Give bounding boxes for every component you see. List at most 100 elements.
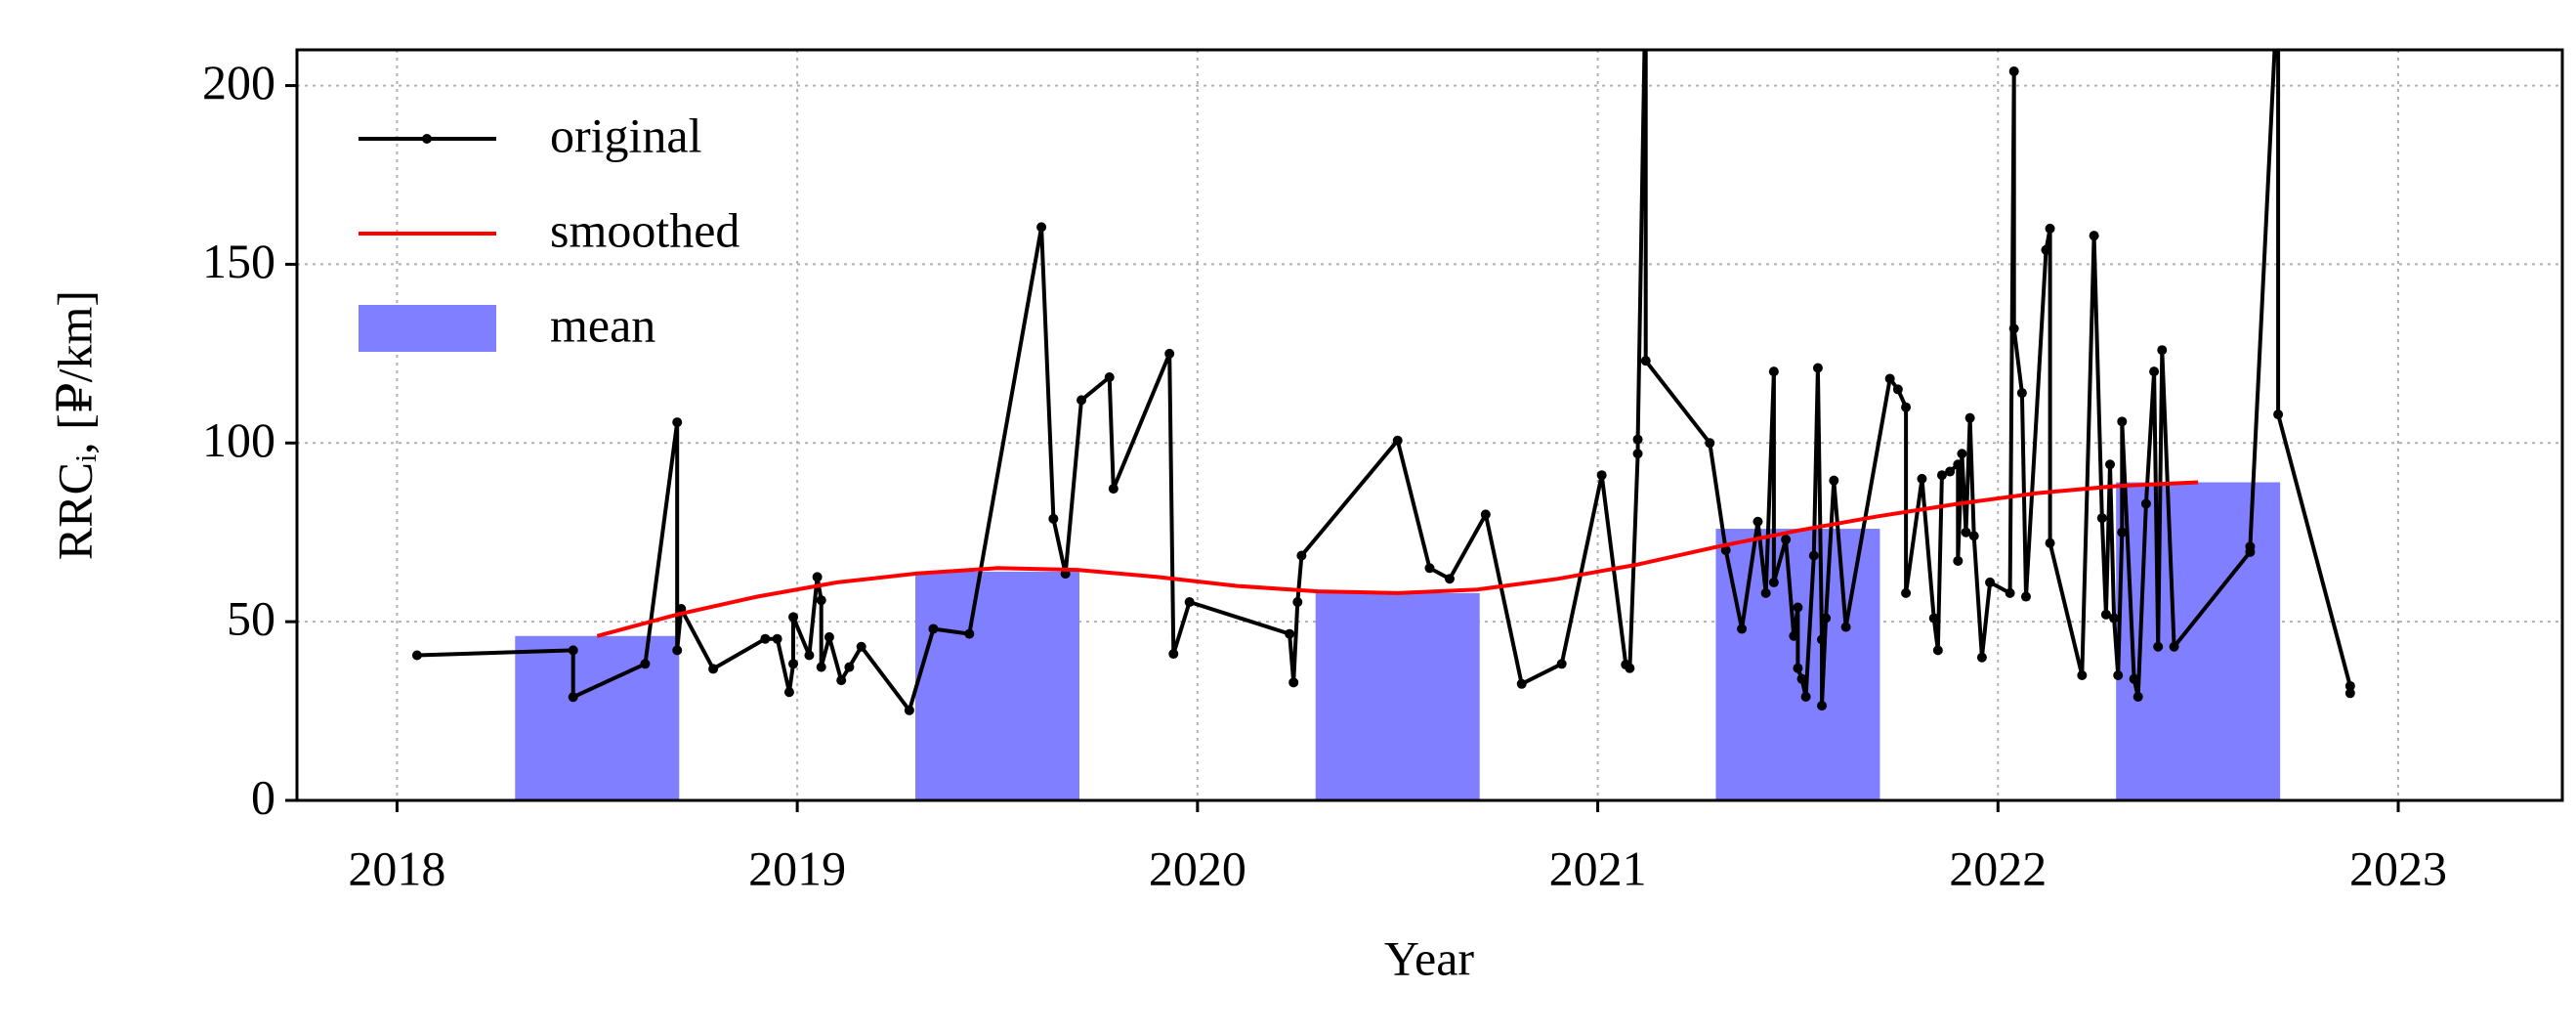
point	[672, 417, 683, 428]
plot-area	[411, 50, 2355, 800]
point	[1077, 395, 1087, 406]
point	[2008, 323, 2019, 334]
point	[2344, 688, 2355, 699]
y-tick-label: 200	[202, 55, 275, 109]
bar	[1315, 592, 1480, 800]
point	[2344, 680, 2355, 691]
point	[2129, 673, 2139, 684]
point	[788, 659, 799, 669]
point	[1932, 645, 1943, 656]
x-tick-label: 2021	[1549, 840, 1647, 895]
point	[1928, 613, 1939, 624]
point	[1829, 475, 1839, 486]
legend-swatch	[359, 305, 496, 352]
point	[1184, 597, 1195, 608]
point	[1392, 435, 1403, 446]
point	[1625, 663, 1635, 673]
y-axis-label: RRCᵢ, [₽/km]	[47, 290, 102, 560]
point	[1556, 659, 1567, 669]
point	[1753, 516, 1763, 527]
point	[1901, 402, 1912, 412]
point	[1901, 587, 1912, 598]
point	[1793, 663, 1803, 673]
point	[2045, 538, 2055, 548]
point	[1705, 438, 1715, 449]
point	[1957, 449, 1967, 459]
point	[816, 595, 826, 606]
x-tick-label: 2022	[1949, 840, 2047, 895]
point	[1480, 509, 1491, 520]
point	[823, 631, 834, 642]
point	[2113, 670, 2124, 680]
point	[1917, 473, 1927, 484]
y-tick-label: 100	[202, 412, 275, 467]
point	[1812, 363, 1823, 373]
point	[2273, 409, 2284, 420]
point	[1168, 649, 1179, 660]
point	[1884, 373, 1895, 384]
bar	[515, 635, 680, 800]
legend-label: mean	[550, 297, 655, 352]
point	[1164, 348, 1175, 359]
point	[1036, 222, 1047, 233]
point	[640, 659, 651, 669]
x-axis-label: Year	[1384, 930, 1474, 985]
point	[1964, 412, 1975, 423]
point	[708, 664, 719, 674]
x-tick-label: 2020	[1149, 840, 1246, 895]
point	[1632, 449, 1643, 459]
point	[2117, 527, 2128, 538]
point	[1953, 555, 1964, 566]
point	[1817, 634, 1828, 645]
point	[2157, 345, 2168, 356]
legend-marker	[422, 134, 432, 144]
point	[2005, 587, 2015, 598]
y-tick-label: 150	[202, 234, 275, 288]
point	[904, 705, 914, 715]
point	[1760, 587, 1771, 598]
point	[1292, 597, 1303, 608]
point	[2008, 65, 2019, 76]
point	[2077, 670, 2088, 680]
point	[964, 628, 975, 639]
point	[2016, 388, 2027, 399]
point	[1821, 613, 1832, 624]
point	[1285, 628, 1295, 639]
point	[1288, 677, 1299, 688]
point	[568, 645, 578, 656]
point	[2041, 244, 2051, 255]
line	[596, 480, 2199, 638]
point	[1961, 527, 1971, 538]
point	[1793, 602, 1803, 613]
point	[1808, 550, 1819, 561]
point	[1781, 535, 1792, 545]
x-tick-label: 2019	[748, 840, 846, 895]
point	[1296, 550, 1307, 561]
point	[2045, 223, 2055, 234]
point	[2109, 613, 2120, 624]
point	[568, 692, 578, 703]
point	[1945, 466, 1956, 477]
point	[1968, 531, 1979, 541]
point	[1985, 577, 1996, 587]
point	[783, 687, 794, 698]
point	[1892, 384, 1903, 395]
point	[2133, 691, 2143, 702]
point	[1936, 470, 1947, 481]
point	[1108, 484, 1119, 495]
legend: original smoothed mean	[359, 108, 739, 352]
point	[2089, 231, 2099, 241]
point	[1789, 630, 1799, 641]
point	[411, 650, 422, 661]
point	[804, 650, 815, 661]
point	[1048, 513, 1059, 524]
point	[1104, 371, 1115, 382]
point	[2105, 459, 2116, 470]
point	[1840, 622, 1851, 632]
point	[2245, 541, 2256, 552]
point	[1640, 356, 1651, 366]
point	[2169, 641, 2179, 652]
point	[2117, 416, 2128, 427]
point	[1953, 459, 1964, 470]
